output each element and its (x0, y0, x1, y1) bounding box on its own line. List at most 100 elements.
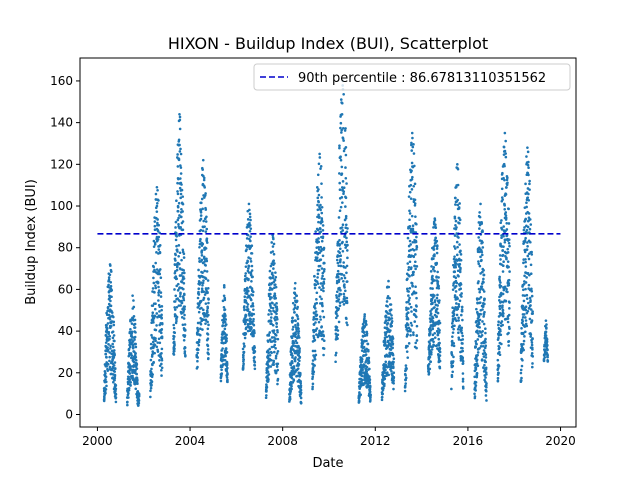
data-point (455, 319, 458, 323)
data-point (222, 363, 225, 366)
data-point (404, 382, 408, 385)
data-point (451, 364, 455, 368)
data-point (321, 229, 325, 232)
data-point (273, 283, 277, 286)
data-point (504, 139, 508, 143)
data-point (249, 298, 253, 302)
data-point (431, 274, 434, 278)
data-point (458, 221, 461, 225)
data-point (249, 227, 253, 230)
data-point (392, 387, 395, 391)
data-point (296, 367, 300, 370)
data-point (158, 341, 162, 345)
data-point (319, 282, 323, 285)
data-point (340, 101, 344, 105)
data-point (322, 353, 325, 357)
data-point (133, 326, 137, 329)
data-point (269, 319, 273, 323)
data-point (156, 201, 159, 205)
data-point (406, 333, 409, 336)
data-point (321, 337, 324, 341)
data-point (508, 244, 511, 248)
data-point (361, 378, 364, 382)
data-point (293, 311, 296, 314)
data-point (176, 165, 180, 168)
data-point (248, 322, 252, 326)
data-point (253, 360, 257, 364)
data-point (461, 380, 465, 383)
data-point (520, 376, 523, 380)
data-point (409, 248, 412, 252)
data-point (299, 380, 302, 383)
data-point (385, 300, 389, 303)
data-point (107, 276, 111, 279)
data-point (507, 207, 510, 211)
data-point (432, 257, 435, 261)
data-point (388, 335, 392, 339)
data-point (160, 362, 163, 366)
data-point (155, 268, 159, 271)
data-point (386, 312, 390, 315)
data-point (411, 273, 415, 277)
data-point (134, 342, 137, 346)
data-point (406, 317, 410, 321)
y-tick-label: 60 (58, 282, 73, 296)
data-point (314, 353, 318, 357)
data-point (344, 223, 348, 227)
data-point (475, 342, 478, 346)
data-point (499, 242, 502, 246)
data-point (451, 317, 455, 321)
data-point (242, 350, 246, 354)
data-point (501, 253, 505, 257)
data-point (410, 188, 414, 191)
data-point (339, 155, 342, 158)
data-point (457, 316, 460, 320)
data-point (483, 363, 486, 367)
data-point (207, 313, 210, 317)
data-point (274, 356, 278, 360)
data-point (428, 331, 432, 335)
data-point (183, 307, 186, 311)
data-point (241, 347, 245, 351)
data-point (199, 228, 203, 232)
data-point (525, 228, 529, 232)
data-point (338, 172, 341, 175)
data-point (311, 387, 314, 391)
data-point (293, 303, 297, 307)
data-point (292, 379, 296, 382)
data-point (126, 403, 129, 407)
data-point (336, 333, 340, 337)
data-point (499, 284, 503, 288)
data-point (113, 370, 116, 373)
data-point (272, 363, 275, 367)
data-point (339, 289, 342, 292)
data-point (268, 269, 272, 273)
data-point (319, 230, 323, 234)
data-point (435, 307, 439, 311)
data-point (431, 277, 434, 281)
data-point (506, 290, 509, 294)
data-point (248, 208, 251, 212)
data-point (484, 376, 487, 379)
data-point (483, 346, 487, 350)
data-point (431, 327, 435, 331)
data-point (345, 230, 349, 234)
data-point (456, 269, 460, 273)
data-point (160, 351, 163, 355)
data-point (433, 244, 436, 248)
data-point (206, 348, 210, 351)
data-point (433, 239, 437, 242)
data-point (460, 295, 463, 298)
data-point (176, 153, 179, 156)
data-point (527, 301, 530, 305)
data-point (177, 254, 180, 258)
data-point (275, 307, 279, 311)
data-point (205, 259, 209, 263)
y-tick-label: 20 (58, 366, 73, 380)
data-point (319, 334, 323, 338)
data-point (415, 296, 418, 300)
data-point (321, 224, 325, 227)
data-point (357, 399, 361, 402)
data-point (408, 260, 412, 264)
data-point (528, 273, 531, 277)
